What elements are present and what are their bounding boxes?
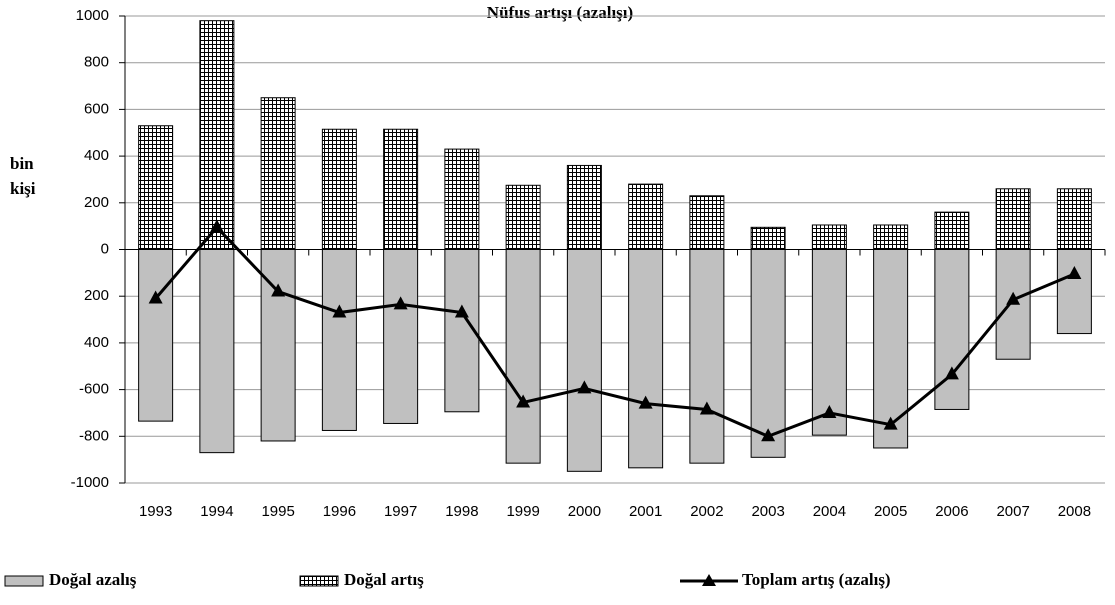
marker [393, 296, 408, 310]
bar [995, 188, 1031, 250]
marker [1067, 266, 1082, 280]
x-tick-label: 2002 [690, 503, 723, 520]
legend-marker [702, 574, 716, 586]
bar [321, 249, 357, 431]
line [154, 225, 1075, 438]
legend-label: Toplam artış (azalış) [742, 570, 891, 589]
bar [566, 164, 602, 250]
x-tick-label: 1999 [506, 503, 539, 520]
x-tick-label: 2005 [874, 503, 907, 520]
x-tick-label: 1993 [139, 503, 172, 520]
x-tick-label: 2003 [751, 503, 784, 520]
x-tick-label: 2004 [813, 503, 846, 520]
bar [138, 249, 174, 422]
legend-swatch [299, 575, 339, 587]
bar [199, 20, 235, 251]
x-tick-label: 2007 [996, 503, 1029, 520]
x-tick-label: 2006 [935, 503, 968, 520]
marker [148, 290, 163, 304]
chart-title: Nüfus artışı (azalışı) [487, 3, 633, 22]
legend-label: Doğal azalış [49, 570, 137, 589]
bar [260, 97, 296, 250]
bar [934, 211, 970, 250]
y-tick-label: 600 [84, 100, 109, 117]
bar [1056, 188, 1092, 250]
bar [444, 148, 480, 250]
marker [883, 416, 898, 430]
y-tick-label: -1000 [71, 474, 109, 491]
marker [209, 219, 224, 233]
bar [383, 128, 419, 250]
x-tick-label: 1997 [384, 503, 417, 520]
x-tick-label: 1996 [323, 503, 356, 520]
marker [516, 394, 531, 408]
marker [1006, 291, 1021, 305]
bar [321, 128, 357, 250]
y-tick-label: 1000 [76, 7, 109, 24]
bar [199, 249, 235, 454]
marker [761, 428, 776, 442]
y-axis-label: kişi [10, 179, 36, 198]
bar [811, 249, 847, 436]
bar [505, 184, 541, 251]
marker [638, 395, 653, 409]
y-tick-label: 400 [84, 147, 109, 164]
y-tick-label: 400 [84, 334, 109, 351]
y-axis-label: bin [10, 154, 34, 173]
y-tick-label: -600 [79, 381, 109, 398]
bar [383, 249, 419, 424]
marker [577, 380, 592, 394]
bar [138, 125, 174, 250]
y-tick-label: 200 [84, 287, 109, 304]
bar [873, 224, 909, 250]
x-tick-label: 1995 [261, 503, 294, 520]
marker [271, 283, 286, 297]
marker [454, 304, 469, 318]
x-tick-label: 2001 [629, 503, 662, 520]
bar [1056, 249, 1092, 335]
x-tick-label: 1994 [200, 503, 233, 520]
marker [332, 304, 347, 318]
legend-label: Doğal artış [344, 570, 424, 589]
y-tick-label: 0 [101, 240, 109, 257]
bar [689, 195, 725, 250]
bar [628, 183, 664, 250]
bar [689, 249, 725, 464]
marker [944, 366, 959, 380]
bar [750, 226, 786, 251]
y-tick-label: 200 [84, 194, 109, 211]
x-tick-label: 2000 [568, 503, 601, 520]
bar [811, 224, 847, 250]
x-tick-label: 2008 [1058, 503, 1091, 520]
bar [934, 249, 970, 410]
bar [628, 249, 664, 469]
marker [822, 404, 837, 418]
x-tick-label: 1998 [445, 503, 478, 520]
bar [566, 249, 602, 472]
legend-swatch [4, 575, 44, 587]
marker [699, 401, 714, 415]
y-tick-label: 800 [84, 54, 109, 71]
bar [750, 249, 786, 458]
bar [505, 249, 541, 464]
y-tick-label: -800 [79, 427, 109, 444]
